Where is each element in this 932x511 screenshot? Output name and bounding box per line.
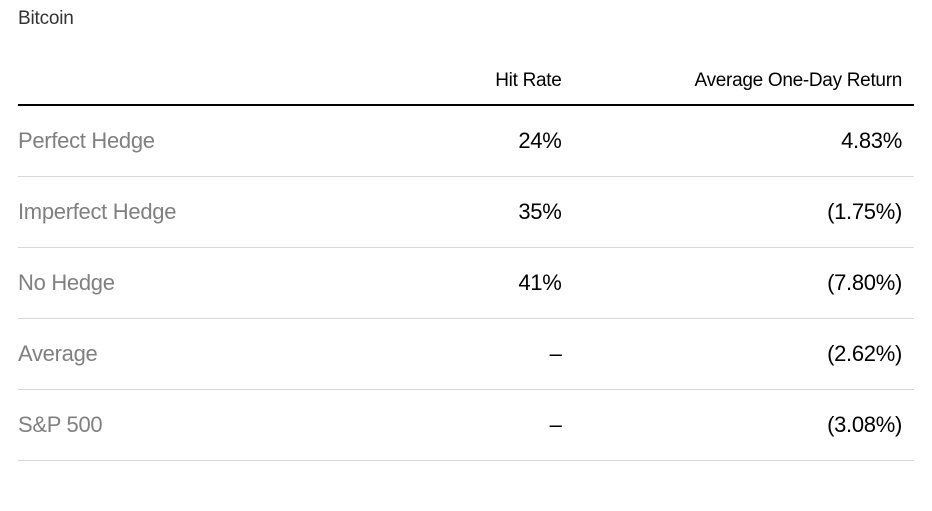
row-label: Imperfect Hedge	[18, 177, 358, 248]
row-return: (2.62%)	[574, 319, 915, 390]
row-return: (1.75%)	[574, 177, 915, 248]
column-header-label	[18, 62, 358, 105]
row-hit-rate: 24%	[358, 105, 573, 177]
column-header-return: Average One-Day Return	[574, 62, 915, 105]
row-label: S&P 500	[18, 390, 358, 461]
table-row: Perfect Hedge 24% 4.83%	[18, 105, 914, 177]
row-hit-rate: 35%	[358, 177, 573, 248]
row-label: Perfect Hedge	[18, 105, 358, 177]
row-hit-rate: –	[358, 390, 573, 461]
row-return: 4.83%	[574, 105, 915, 177]
table-header-row: Hit Rate Average One-Day Return	[18, 62, 914, 105]
column-header-hit-rate: Hit Rate	[358, 62, 573, 105]
page-title: Bitcoin	[18, 8, 914, 30]
table-row: Average – (2.62%)	[18, 319, 914, 390]
table-row: S&P 500 – (3.08%)	[18, 390, 914, 461]
table-row: Imperfect Hedge 35% (1.75%)	[18, 177, 914, 248]
row-return: (7.80%)	[574, 248, 915, 319]
table-row: No Hedge 41% (7.80%)	[18, 248, 914, 319]
row-return: (3.08%)	[574, 390, 915, 461]
row-label: Average	[18, 319, 358, 390]
row-hit-rate: –	[358, 319, 573, 390]
row-label: No Hedge	[18, 248, 358, 319]
hedge-table: Hit Rate Average One-Day Return Perfect …	[18, 62, 914, 461]
row-hit-rate: 41%	[358, 248, 573, 319]
